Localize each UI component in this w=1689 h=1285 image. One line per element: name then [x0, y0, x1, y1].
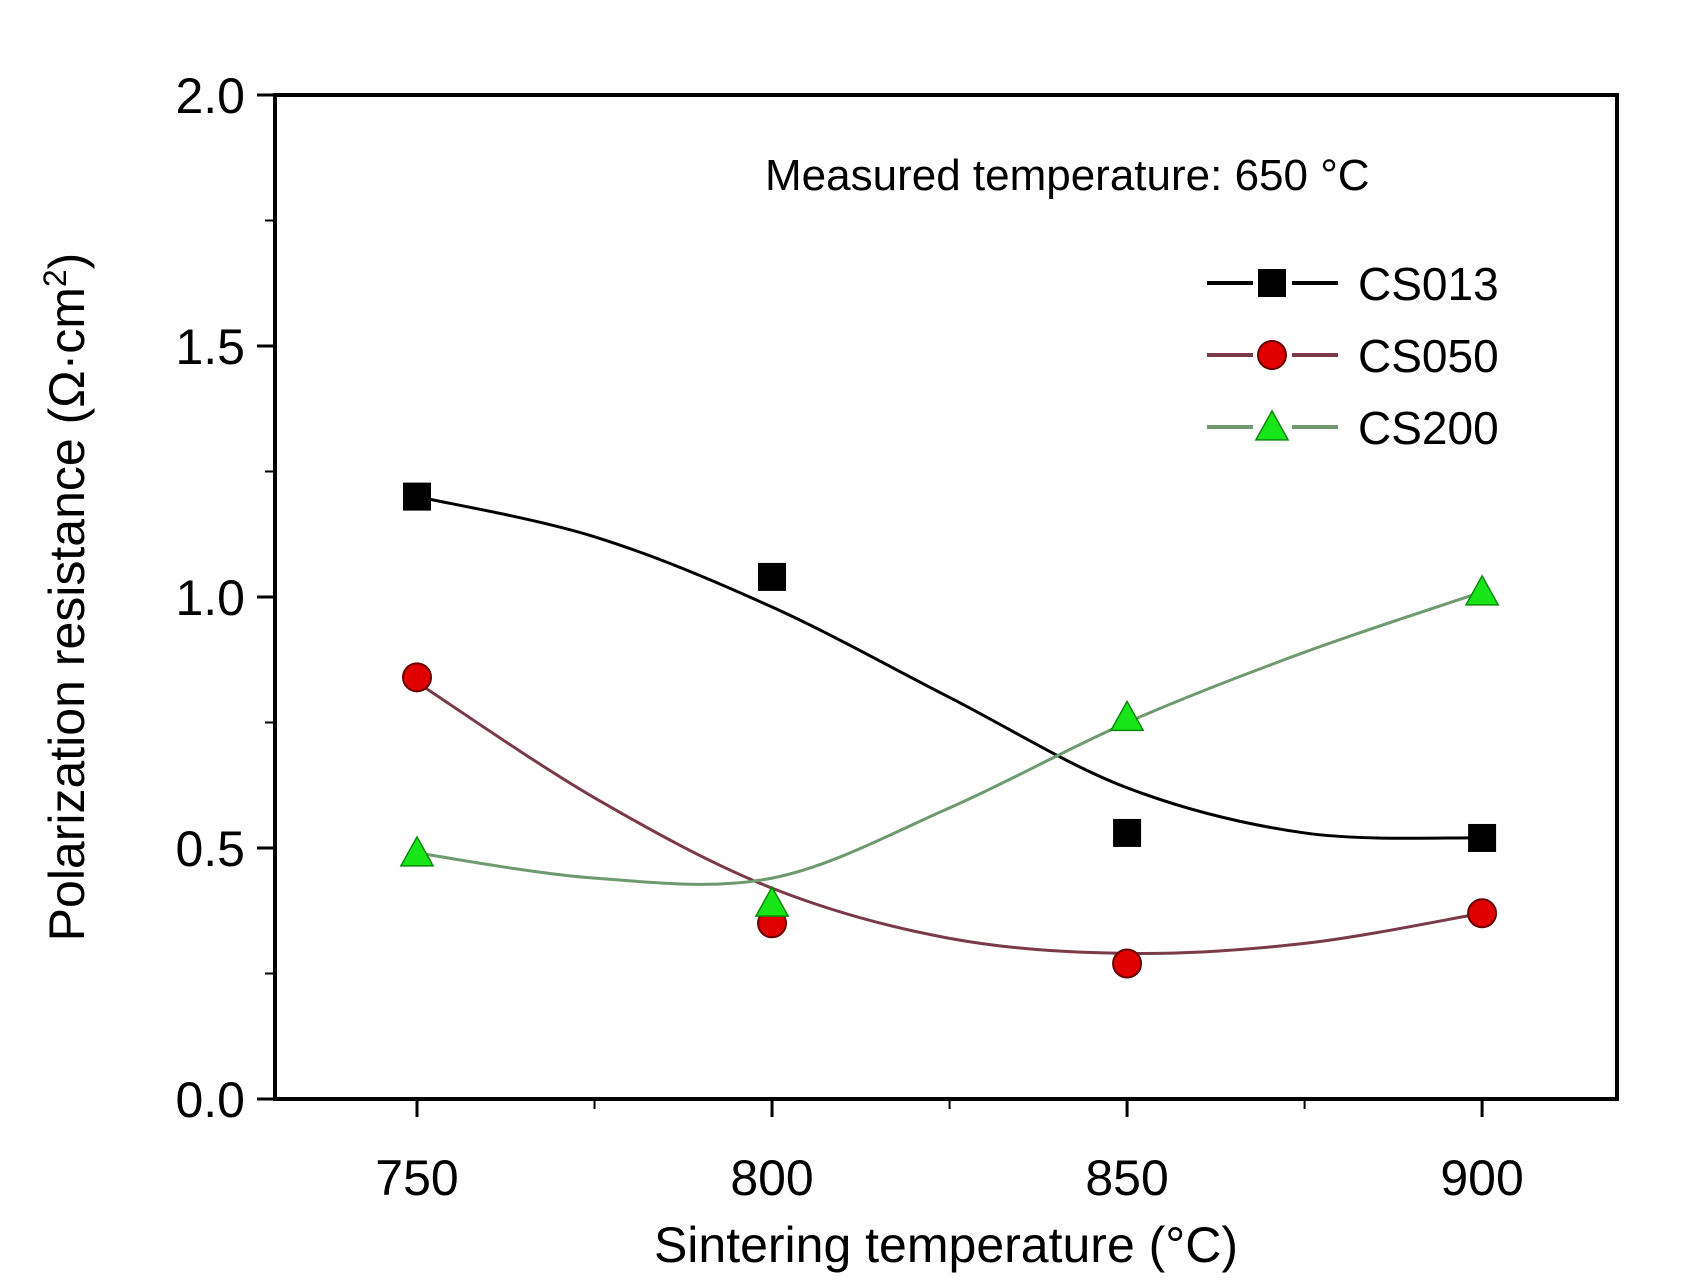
x-tick-label: 900 [1440, 1150, 1523, 1206]
y-axis-title-close: ) [39, 253, 95, 270]
fit-line-cs200 [416, 590, 1483, 886]
legend-marker-triangle-icon [1254, 409, 1290, 441]
fit-line-cs013 [416, 495, 1483, 840]
y-tick-label: 1.0 [175, 570, 245, 626]
y-axis-title-main: Polarization resistance (Ω·cm [39, 287, 95, 941]
fit-lines [416, 495, 1483, 956]
y-axis-ticks: 0.0 0.5 1.0 1.5 2.0 [175, 68, 275, 1128]
x-axis-ticks: 750 800 850 900 [375, 1099, 1524, 1206]
y-tick-label: 2.0 [175, 68, 245, 124]
x-tick-label: 750 [375, 1150, 458, 1206]
legend-marker-circle-icon [1257, 340, 1287, 370]
x-axis-title: Sintering temperature (°C) [654, 1217, 1238, 1273]
plot-border [273, 93, 1619, 1101]
data-point-cs013 [1113, 818, 1142, 847]
data-point-cs050 [402, 662, 433, 693]
legend-label: CS050 [1358, 330, 1499, 382]
data-point-cs013 [403, 482, 432, 511]
legend: CS013 CS050 CS200 [1207, 258, 1499, 454]
y-axis-title: Polarization resistance (Ω·cm2) [37, 253, 95, 942]
data-point-cs200 [1109, 699, 1145, 732]
data-point-cs200 [1464, 574, 1500, 606]
legend-item-cs013: CS013 [1207, 258, 1499, 310]
legend-label: CS013 [1358, 258, 1499, 310]
fit-line-cs050 [416, 681, 1483, 956]
data-point-cs013 [758, 562, 787, 591]
data-point-cs050 [1112, 948, 1143, 979]
legend-item-cs200: CS200 [1207, 402, 1499, 454]
data-markers [399, 482, 1500, 979]
y-tick-label: 0.0 [175, 1072, 245, 1128]
data-point-cs200 [399, 835, 435, 867]
y-axis-title-superscript: 2 [37, 269, 73, 287]
x-tick-label: 850 [1085, 1150, 1168, 1206]
x-axis-title-text: Sintering temperature (°C) [654, 1217, 1238, 1273]
legend-label: CS200 [1358, 402, 1499, 454]
x-tick-label: 800 [730, 1150, 813, 1206]
y-tick-label: 1.5 [175, 319, 245, 375]
plot-frame [273, 93, 1619, 1101]
legend-item-cs050: CS050 [1207, 330, 1499, 382]
data-point-cs013 [1468, 823, 1497, 852]
data-point-cs200 [754, 885, 790, 917]
y-tick-label: 0.5 [175, 821, 245, 877]
data-point-cs050 [1467, 898, 1498, 929]
legend-marker-square-icon [1258, 269, 1286, 297]
measured-temperature-annotation: Measured temperature: 650 °C [765, 151, 1370, 200]
